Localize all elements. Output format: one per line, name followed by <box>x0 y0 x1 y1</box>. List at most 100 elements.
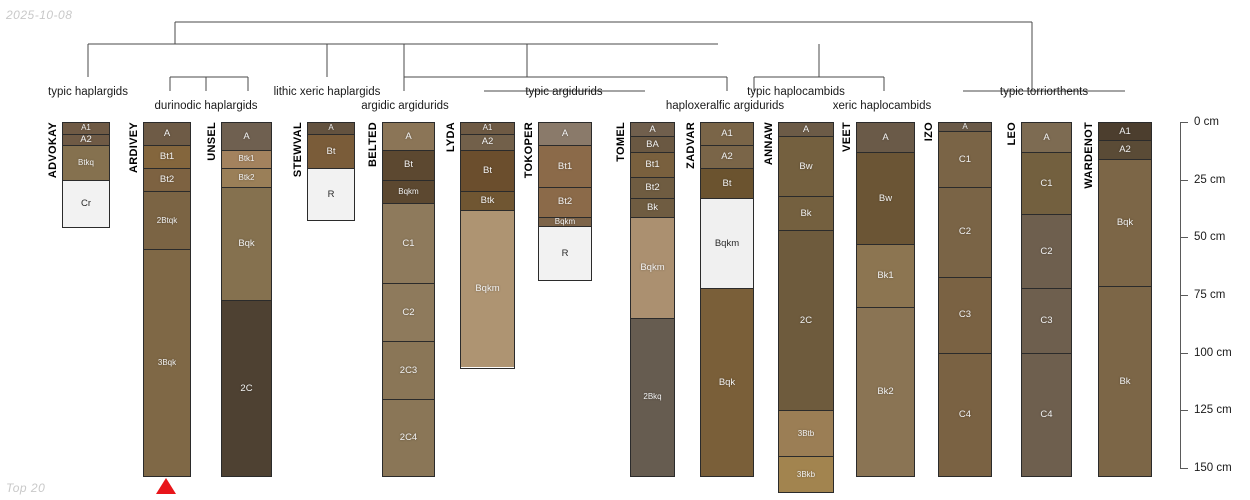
horizon[interactable]: Btkq <box>63 146 109 181</box>
horizon[interactable]: A1 <box>461 123 514 135</box>
horizon[interactable]: R <box>308 169 354 220</box>
horizon[interactable]: Bt <box>308 134 354 170</box>
soil-profile-tokoper[interactable]: A Bt1 Bt2 Bqkm R <box>538 122 592 281</box>
soil-profile-belted[interactable]: A Bt Bqkm C1 C2 2C3 2C4 <box>382 122 435 477</box>
horizon[interactable]: 3Bkb <box>779 457 833 493</box>
horizon[interactable]: Bt <box>701 169 753 200</box>
horizon[interactable]: 2Bkq <box>631 319 674 476</box>
horizon[interactable]: C1 <box>1022 152 1071 216</box>
horizon[interactable]: Bk <box>1099 286 1151 476</box>
horizon[interactable]: A <box>308 123 354 135</box>
horizon[interactable]: C1 <box>939 132 991 188</box>
horizon[interactable]: A1 <box>63 123 109 135</box>
horizon[interactable]: Bqkm <box>383 180 434 204</box>
horizon[interactable]: A <box>1022 123 1071 153</box>
horizon[interactable]: A <box>383 123 434 151</box>
horizon[interactable]: Bw <box>779 136 833 197</box>
horizon[interactable]: Bt1 <box>539 146 591 188</box>
horizon[interactable]: Btk2 <box>222 169 271 188</box>
horizon[interactable]: 3Btb <box>779 411 833 458</box>
soil-profile-lyda[interactable]: A1 A2 Bt Btk Bqkm <box>460 122 515 369</box>
profile-column: A Bt1 Bt2 2Btqk 3Bqk <box>143 122 191 477</box>
horizon[interactable]: A2 <box>461 134 514 151</box>
horizon[interactable]: R <box>539 226 591 280</box>
horizon[interactable]: A <box>539 123 591 147</box>
horizon[interactable]: Bqk <box>222 187 271 301</box>
soil-profile-zadvar[interactable]: A1 A2 Bt Bqkm Bqk <box>700 122 754 477</box>
horizon-label: Bw <box>878 192 893 204</box>
soil-profile-izo[interactable]: A C1 C2 C3 C4 <box>938 122 992 477</box>
horizon[interactable]: Bw <box>857 152 914 246</box>
soil-profile-stewval[interactable]: A Bt R <box>307 122 355 221</box>
horizon[interactable]: Bt2 <box>144 169 190 193</box>
horizon[interactable]: 2C <box>222 300 271 476</box>
horizon[interactable]: 2C3 <box>383 342 434 400</box>
soil-profile-advokay[interactable]: A1 A2 Btkq Cr <box>62 122 110 228</box>
horizon[interactable]: Bt <box>461 150 514 193</box>
horizon[interactable]: C3 <box>939 277 991 354</box>
horizon-label: A <box>649 123 656 135</box>
horizon[interactable]: Bk <box>779 196 833 232</box>
horizon[interactable]: Bt <box>383 150 434 181</box>
horizon[interactable]: 2C4 <box>383 399 434 476</box>
horizon[interactable]: 3Bqk <box>144 249 190 476</box>
horizon[interactable]: C4 <box>939 353 991 476</box>
soil-profile-veet[interactable]: A Bw Bk1 Bk2 <box>856 122 915 477</box>
soil-profile-wardenot[interactable]: A1 A2 Bqk Bk <box>1098 122 1152 477</box>
soil-profile-tomel[interactable]: A BA Bt1 Bt2 Bk Bqkm 2Bkq <box>630 122 675 477</box>
horizon[interactable]: C2 <box>939 187 991 278</box>
profile-column: A1 A2 Bqk Bk <box>1098 122 1152 477</box>
horizon[interactable]: Btk <box>461 192 514 211</box>
horizon[interactable]: A1 <box>701 123 753 147</box>
soil-profile-unsel[interactable]: A Btk1 Btk2 Bqk 2C <box>221 122 272 477</box>
horizon[interactable]: Cr <box>63 180 109 227</box>
horizon-label: 2C <box>799 315 813 327</box>
horizon[interactable]: Bqkm <box>701 199 753 290</box>
horizon-label: Bt <box>722 177 732 189</box>
horizon[interactable]: Bt1 <box>144 146 190 170</box>
horizon[interactable]: 2C <box>779 231 833 412</box>
horizon[interactable]: Bt2 <box>539 187 591 218</box>
horizon[interactable]: Bqkm <box>631 217 674 320</box>
horizon-label: A2 <box>1119 144 1131 156</box>
horizon[interactable]: 2Btqk <box>144 192 190 250</box>
horizon[interactable]: BA <box>631 136 674 153</box>
horizon[interactable]: A <box>939 123 991 133</box>
horizon[interactable]: C2 <box>1022 215 1071 290</box>
horizon[interactable]: A <box>631 123 674 137</box>
horizon[interactable]: C1 <box>383 203 434 285</box>
horizon[interactable]: Bqkm <box>461 210 514 368</box>
dendrogram-leaf-lithic-xeric-haplargids: lithic xeric haplargids <box>273 86 381 98</box>
horizon[interactable]: Bqk <box>1099 159 1151 287</box>
horizon[interactable]: A2 <box>1099 141 1151 160</box>
horizon-label: Bt2 <box>159 174 175 186</box>
horizon[interactable]: A <box>779 123 833 137</box>
horizon[interactable]: Bk1 <box>857 245 914 308</box>
horizon-label: Btkq <box>77 157 94 167</box>
profile-name-izo: IZO <box>923 122 935 142</box>
horizon-label: C3 <box>958 309 972 321</box>
profile-column: A BA Bt1 Bt2 Bk Bqkm 2Bkq <box>630 122 675 477</box>
depth-tick-label: 0 cm <box>1194 116 1219 128</box>
horizon[interactable]: Btk1 <box>222 150 271 170</box>
horizon[interactable]: Bk2 <box>857 307 914 476</box>
horizon[interactable]: C4 <box>1022 353 1071 476</box>
soil-profile-annaw[interactable]: A Bw Bk 2C 3Btb 3Bkb <box>778 122 834 494</box>
horizon[interactable]: A1 <box>1099 123 1151 142</box>
horizon[interactable]: C3 <box>1022 289 1071 354</box>
horizon[interactable]: Bk <box>631 199 674 218</box>
horizon[interactable]: A2 <box>701 146 753 170</box>
horizon[interactable]: Bqk <box>701 289 753 476</box>
profile-column: A C1 C2 C3 C4 <box>1021 122 1072 477</box>
horizon[interactable]: C2 <box>383 284 434 343</box>
soil-profile-leo[interactable]: A C1 C2 C3 C4 <box>1021 122 1072 477</box>
horizon[interactable]: Bt2 <box>631 178 674 200</box>
horizon[interactable]: A <box>144 123 190 147</box>
horizon[interactable]: A <box>857 123 914 153</box>
horizon[interactable]: A2 <box>63 134 109 147</box>
horizon[interactable]: Bt1 <box>631 152 674 179</box>
horizon[interactable]: A <box>222 123 271 151</box>
horizon[interactable]: Bqkm <box>539 217 591 227</box>
soil-profile-ardivey[interactable]: A Bt1 Bt2 2Btqk 3Bqk <box>143 122 191 477</box>
